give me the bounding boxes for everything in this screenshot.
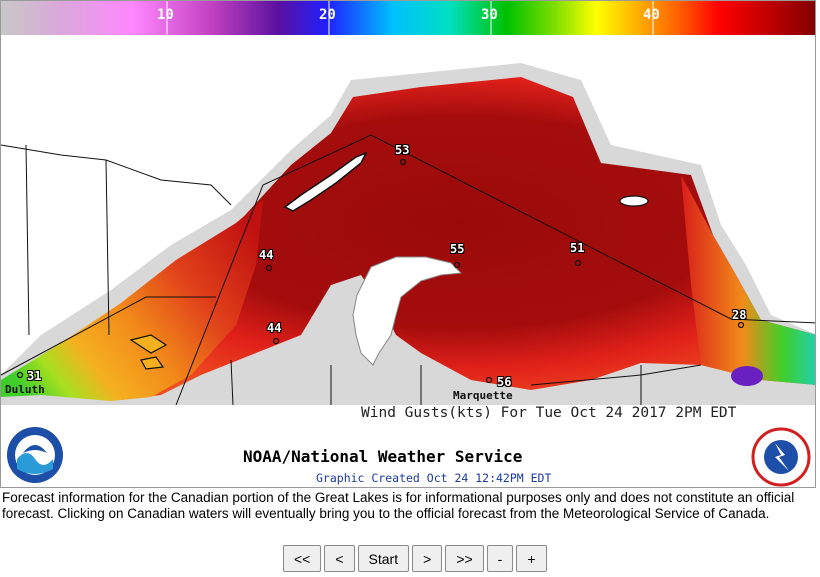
nws-logo-icon — [751, 427, 811, 487]
animation-controls: << < Start > >> - + — [283, 545, 550, 572]
station-value-north-shore[interactable]: 44 — [259, 248, 274, 262]
zoom-out-button[interactable]: - — [486, 545, 514, 572]
noaa-nws-title: NOAA/National Weather Service — [243, 447, 523, 466]
map-caption: Wind Gusts(kts) For Tue Oct 24 2017 2PM … — [361, 405, 737, 421]
previous-frame-button[interactable]: < — [324, 545, 355, 572]
station-value-isle-royale[interactable]: 53 — [395, 143, 410, 157]
canadian-waters-disclaimer: Forecast information for the Canadian po… — [2, 490, 795, 521]
last-frame-button[interactable]: >> — [445, 545, 484, 572]
wind-gust-colorbar — [1, 1, 815, 35]
forecast-map-panel[interactable]: 10 20 30 40 — [0, 0, 816, 488]
lake-superior-map[interactable] — [1, 35, 816, 405]
graphic-created-time: Graphic Created Oct 24 12:42PM EDT — [316, 471, 552, 485]
noaa-logo-icon — [7, 427, 63, 483]
station-value-keweenaw[interactable]: 55 — [450, 242, 465, 256]
city-label-marquette: Marquette — [453, 389, 513, 402]
station-value-marquette[interactable]: 56 — [497, 375, 512, 389]
station-value-duluth[interactable]: 31 — [27, 369, 42, 383]
zoom-in-button[interactable]: + — [516, 545, 547, 572]
next-frame-button[interactable]: > — [412, 545, 443, 572]
colorbar-tick-20: 20 — [319, 7, 336, 23]
station-value-whitefish[interactable]: 28 — [732, 308, 747, 322]
station-value-south-shore[interactable]: 44 — [267, 321, 282, 335]
start-animation-button[interactable]: Start — [357, 545, 410, 572]
colorbar-tick-40: 40 — [643, 7, 660, 23]
first-frame-button[interactable]: << — [283, 545, 322, 572]
colorbar-tick-30: 30 — [481, 7, 498, 23]
colorbar-tick-10: 10 — [157, 7, 174, 23]
station-value-central[interactable]: 51 — [570, 241, 585, 255]
city-label-duluth: Duluth — [5, 383, 45, 396]
